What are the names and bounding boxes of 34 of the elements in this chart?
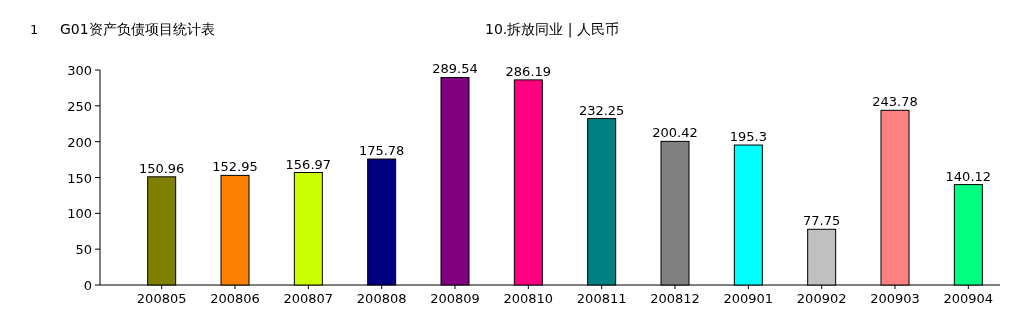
- title: G01资产负债项目统计表: [60, 21, 215, 37]
- data-label: 150.96: [138, 160, 185, 176]
- y-tick-label: 150: [67, 170, 92, 186]
- x-tick-label: 200810: [503, 291, 554, 306]
- data-label: 243.78: [872, 94, 918, 110]
- x-tick-label: 200811: [576, 291, 627, 306]
- subtitle: 10.拆放同业 | 人民币: [485, 21, 619, 37]
- y-tick-label: 200: [67, 134, 92, 150]
- x-tick-label: 200903: [870, 291, 920, 306]
- y-tick-label: 100: [67, 206, 92, 222]
- data-label: 175.78: [358, 143, 405, 159]
- data-label: 200.42: [652, 125, 698, 141]
- x-tick-label: 200901: [723, 291, 774, 306]
- data-label: 232.25: [578, 102, 625, 118]
- data-label: 156.97: [285, 156, 332, 172]
- y-tick-label: 300: [67, 63, 92, 78]
- x-tick-label: 200807: [283, 291, 334, 306]
- x-tick-label: 200812: [650, 291, 700, 306]
- x-tick-label: 200902: [796, 291, 847, 306]
- x-tick-label: 200808: [356, 291, 407, 306]
- x-tick-label: 200809: [430, 291, 480, 306]
- data-label: 77.75: [803, 213, 841, 229]
- x-tick-label: 200805: [136, 291, 187, 306]
- data-label: 152.95: [212, 159, 258, 175]
- annotation: 1: [30, 22, 39, 37]
- data-label: 286.19: [505, 63, 552, 79]
- y-tick-label: 250: [67, 98, 92, 114]
- data-label: 195.3: [729, 129, 767, 145]
- y-tick-label: 0: [83, 278, 92, 293]
- data-label: 140.12: [945, 168, 992, 184]
- x-tick-label: 200904: [943, 291, 994, 306]
- y-tick-label: 50: [75, 242, 92, 258]
- data-label: 289.54: [432, 61, 478, 77]
- x-tick-label: 200806: [210, 291, 260, 306]
